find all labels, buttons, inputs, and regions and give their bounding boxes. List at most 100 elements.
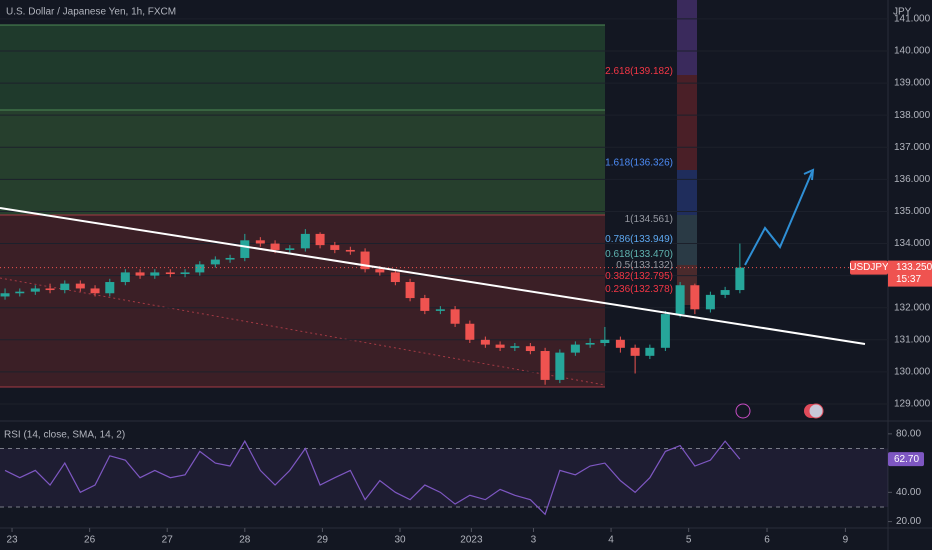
candle-body: [255, 240, 265, 244]
candle-body: [375, 269, 385, 273]
fib-label: 0.5(133.132): [616, 260, 673, 271]
fib-label: 1.618(136.326): [605, 158, 673, 169]
candle-body: [345, 249, 355, 252]
symbol-label: USDJPY: [849, 262, 889, 273]
candle-body: [135, 272, 145, 276]
candle-body: [720, 290, 730, 295]
rsi-value-label: 62.70: [894, 454, 919, 465]
fib-band: [677, 215, 697, 265]
candle-body: [300, 233, 310, 249]
projection-path: [744, 171, 813, 266]
candle-body: [360, 251, 370, 270]
x-tick-label: 5: [686, 535, 692, 546]
candle-body: [480, 339, 490, 345]
candle-body: [180, 272, 190, 275]
countdown-label: 15:37: [896, 274, 921, 285]
rsi-band-fill: [0, 448, 888, 507]
y-tick-label: 135.000: [894, 206, 931, 217]
fib-band: [677, 75, 697, 170]
x-tick-label: 30: [394, 535, 406, 546]
candle-body: [420, 298, 430, 311]
candle-body: [675, 285, 685, 315]
trend-line: [0, 207, 866, 345]
candle-body: [75, 283, 85, 289]
x-tick-label: 6: [764, 535, 770, 546]
rsi-line: [4, 439, 741, 516]
dotted-line: [0, 277, 606, 386]
x-tick-label: 27: [162, 535, 174, 546]
candle-body: [150, 272, 160, 276]
candle-body: [270, 243, 280, 250]
candle-body: [660, 314, 670, 348]
currency-label: JPY: [893, 7, 912, 18]
y-tick-label: 141.000: [894, 14, 931, 25]
candle-body: [405, 282, 415, 299]
candle-body: [600, 339, 610, 343]
price-tag: [888, 260, 932, 287]
fib-label: 0.236(132.378): [605, 284, 673, 295]
candle-body: [195, 264, 205, 273]
x-tick-label: 4: [608, 535, 614, 546]
fib-label: 0.382(132.795): [605, 271, 673, 282]
candle-body: [15, 291, 25, 294]
y-tick-label: 140.000: [894, 46, 931, 57]
x-tick-label: 26: [84, 535, 96, 546]
candle-body: [90, 288, 100, 294]
fib-label: 2.618(139.182): [605, 66, 673, 77]
candle-body: [525, 346, 535, 352]
x-tick-label: 29: [317, 535, 329, 546]
event-icon[interactable]: [735, 403, 751, 419]
flag-icon[interactable]: [808, 403, 824, 419]
candle-body: [390, 272, 400, 283]
candle-body: [0, 293, 10, 297]
arrow-head: [803, 168, 815, 181]
candle-body: [735, 267, 745, 291]
zone-green-light: [0, 110, 605, 215]
last-price-label: 133.250: [896, 262, 932, 273]
candle-body: [510, 346, 520, 348]
rsi-value-tag: [888, 452, 924, 467]
candle-body: [630, 347, 640, 356]
fib-band: [677, 0, 697, 75]
candle-body: [60, 283, 70, 291]
x-tick-label: 23: [6, 535, 18, 546]
candle-body: [225, 257, 235, 260]
candle-body: [450, 309, 460, 324]
rsi-tick-label: 20.00: [896, 516, 921, 527]
y-tick-label: 139.000: [894, 78, 931, 89]
y-tick-label: 136.000: [894, 174, 931, 185]
rsi-tick-label: 80.00: [896, 428, 921, 439]
candle-body: [285, 248, 295, 250]
candle-body: [495, 344, 505, 348]
fib-label: 0.786(133.949): [605, 234, 673, 245]
y-tick-label: 129.000: [894, 399, 931, 410]
candle-body: [315, 233, 325, 246]
fib-band: [677, 170, 697, 215]
y-tick-label: 134.000: [894, 238, 931, 249]
rsi-label: RSI (14, close, SMA, 14, 2): [4, 430, 125, 441]
x-tick-label: 9: [843, 535, 849, 546]
rsi-tick-label: 40.00: [896, 487, 921, 498]
candle-body: [105, 282, 115, 294]
y-tick-label: 131.000: [894, 334, 931, 345]
candle-body: [690, 285, 700, 310]
y-tick-label: 130.000: [894, 367, 931, 378]
zone-green: [0, 25, 605, 110]
candle-body: [435, 309, 445, 311]
fib-label: 1(134.561): [625, 214, 673, 225]
candle-body: [120, 272, 130, 283]
candle-body: [555, 352, 565, 380]
symbol-tag: [850, 260, 888, 275]
candle-body: [210, 259, 220, 265]
candle-body: [330, 245, 340, 250]
candle-body: [30, 288, 40, 292]
y-tick-label: 137.000: [894, 142, 931, 153]
candle-body: [45, 288, 55, 291]
candle-body: [465, 323, 475, 340]
candle-body: [540, 351, 550, 380]
x-tick-label: 2023: [460, 535, 483, 546]
x-tick-label: 3: [531, 535, 537, 546]
chart-title: U.S. Dollar / Japanese Yen, 1h, FXCM: [6, 7, 176, 18]
candle-body: [570, 344, 580, 353]
